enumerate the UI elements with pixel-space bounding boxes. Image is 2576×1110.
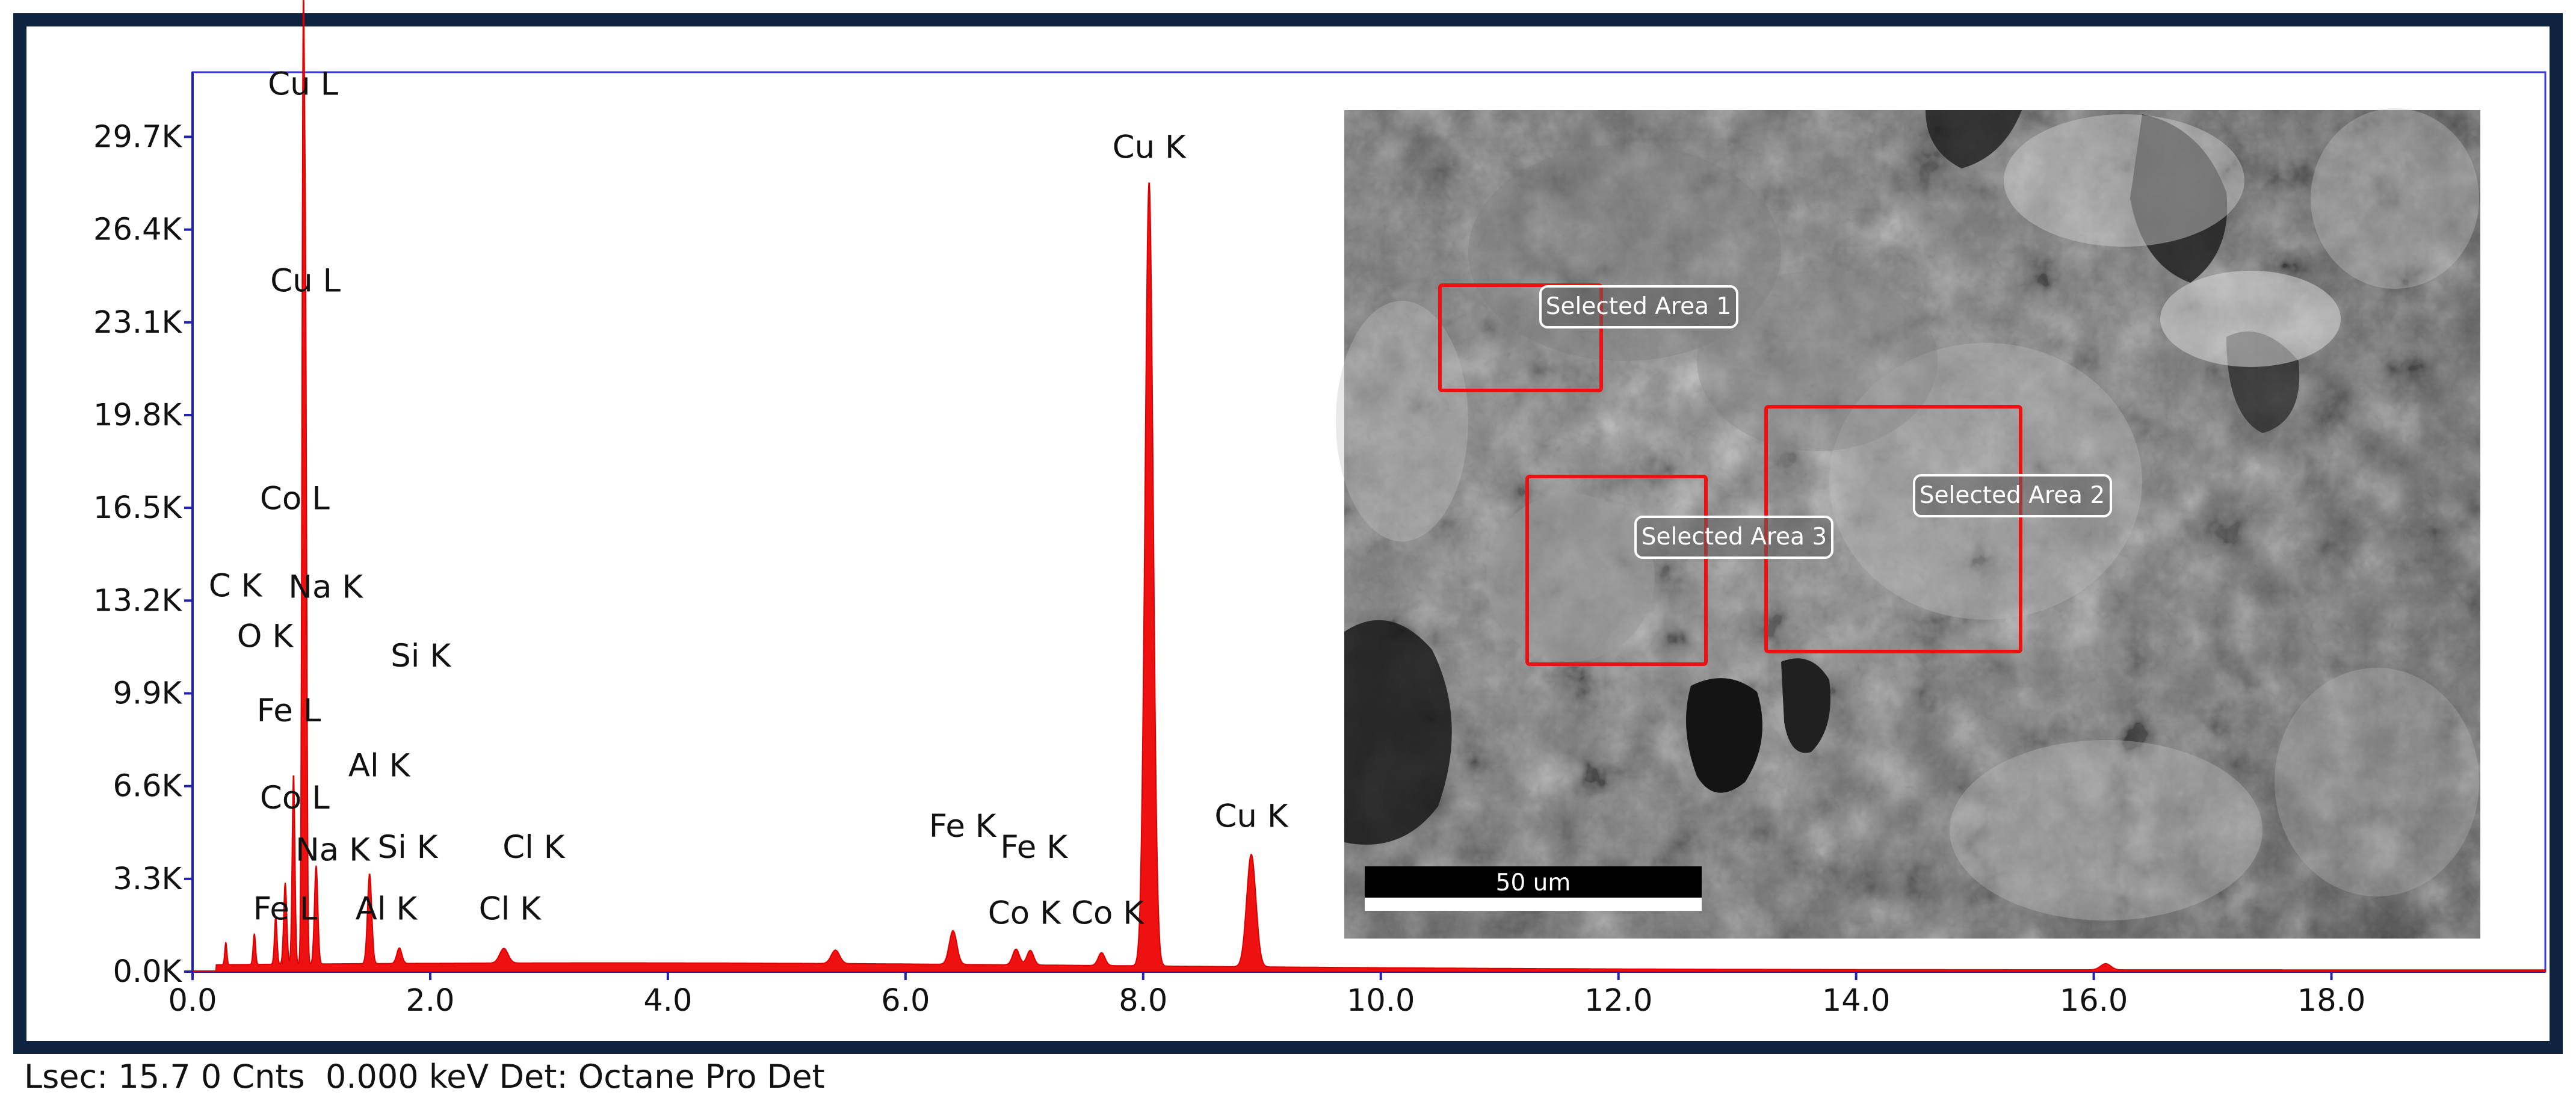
selected-area-3-label: Selected Area 3 — [1642, 523, 1827, 550]
x-axis-ticks: 0.0 2.0 4.0 6.0 8.0 10.0 12.0 14.0 16.0 18.0 — [168, 972, 2365, 1019]
x-tick-label: 6.0 — [881, 983, 930, 1019]
status-line: Lsec: 15.7 0 Cnts 0.000 keV Det: Octane … — [24, 1058, 825, 1096]
x-tick-label: 18.0 — [2297, 983, 2366, 1019]
peak-label: Cu L — [270, 262, 341, 299]
peak-label: Cl K — [479, 891, 542, 928]
peak-label: Na K — [295, 831, 371, 868]
y-tick-label: 19.8K — [93, 398, 183, 433]
x-tick-label: 8.0 — [1119, 983, 1167, 1019]
peak-label: Na K — [288, 569, 363, 606]
peak-label: Fe K — [929, 808, 997, 845]
y-tick-label: 23.1K — [93, 305, 183, 341]
peak-label: Co L — [260, 780, 330, 816]
peak-label: Fe L — [253, 891, 318, 928]
scale-bar: 50 um — [1365, 866, 1702, 911]
peak-label: Fe L — [257, 692, 321, 729]
y-tick-label: 9.9K — [113, 676, 182, 711]
x-tick-label: 4.0 — [643, 983, 692, 1019]
selected-area-2-label: Selected Area 2 — [1920, 482, 2105, 509]
scale-bar-label: 50 um — [1496, 869, 1571, 896]
y-tick-label: 26.4K — [93, 212, 183, 248]
peak-label: Co K — [1071, 895, 1144, 932]
selected-area-1-label: Selected Area 1 — [1546, 293, 1731, 320]
y-tick-label: 3.3K — [113, 862, 182, 897]
peak-label: Cl K — [502, 829, 566, 866]
peak-label: Al K — [348, 747, 411, 784]
y-tick-label: 16.5K — [93, 490, 183, 526]
y-tick-label: 6.6K — [113, 769, 182, 804]
peak-label: Fe K — [1000, 829, 1068, 866]
x-tick-label: 0.0 — [168, 983, 217, 1019]
selected-area-1[interactable]: Selected Area 1 — [1438, 283, 1738, 392]
peak-labels: Cu L Cu L Co L C K Na K O K Si K Fe L Al K Co L Na… — [209, 66, 1289, 931]
x-tick-label: 12.0 — [1584, 983, 1653, 1019]
sem-inset-image — [1336, 108, 2480, 939]
x-tick-label: 2.0 — [406, 983, 454, 1019]
selected-area-3[interactable]: Selected Area 3 — [1525, 475, 1833, 666]
y-tick-label: 29.7K — [93, 119, 183, 155]
spectrum-series — [193, 0, 2546, 972]
peak-label: O K — [237, 618, 294, 655]
peak-label: C K — [209, 567, 263, 604]
peak-label: Al K — [356, 891, 418, 928]
peak-label: Co L — [260, 480, 330, 517]
x-tick-label: 16.0 — [2060, 983, 2128, 1019]
y-tick-label: 0.0K — [113, 954, 182, 990]
x-tick-label: 14.0 — [1822, 983, 1891, 1019]
selected-area-2[interactable]: Selected Area 2 — [1764, 405, 2112, 653]
peak-label: Cu L — [268, 66, 338, 102]
peak-label: Cu K — [1214, 798, 1288, 834]
x-tick-label: 10.0 — [1347, 983, 1415, 1019]
y-tick-label: 13.2K — [93, 583, 183, 618]
peak-label: Si K — [391, 638, 451, 674]
peak-label: Co K — [988, 895, 1061, 932]
peak-label: Si K — [377, 829, 438, 866]
y-axis-ticks: 0.0K 3.3K 6.6K 9.9K 13.2K 16.5K 19.8K 23.1K 26.4… — [93, 119, 193, 990]
peak-label: Cu K — [1113, 129, 1187, 165]
